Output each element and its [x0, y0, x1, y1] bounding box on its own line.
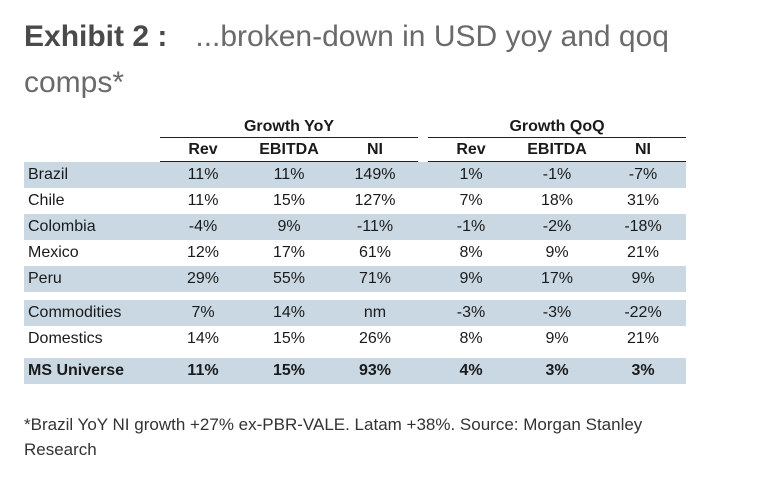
table-cell: -1% — [542, 166, 572, 183]
table-cell: 14% — [272, 304, 306, 321]
table-cell: 9% — [545, 244, 569, 261]
table-cell: -4% — [188, 218, 218, 235]
table-cell: 11% — [273, 166, 305, 183]
row-label: MS Universe — [28, 362, 125, 379]
row-label: Peru — [28, 270, 62, 287]
table-cell: -22% — [624, 304, 662, 321]
table-cell: 4% — [459, 362, 483, 379]
table-cell: 9% — [459, 270, 483, 287]
row-label: Commodities — [28, 304, 122, 321]
table-cell: 55% — [272, 270, 306, 287]
table-cell: nm — [363, 304, 387, 321]
row-label: Colombia — [28, 218, 96, 235]
table-cell: 11% — [187, 166, 219, 183]
row-label: Brazil — [28, 166, 69, 183]
col-header-rev-qoq: Rev — [456, 141, 486, 158]
col-header-ebitda-qoq: EBITDA — [527, 141, 587, 158]
table-cell: -3% — [456, 304, 486, 321]
row-label: Mexico — [28, 244, 79, 261]
exhibit-title: Exhibit 2 : ...broken-down in USD yoy and… — [24, 14, 744, 106]
exhibit-label: Exhibit 2 : — [24, 20, 168, 53]
table-cell: -18% — [624, 218, 662, 235]
table-cell: 21% — [626, 330, 660, 347]
table-cell: 8% — [459, 330, 483, 347]
table-cell: 71% — [358, 270, 392, 287]
col-header-ni-yoy: NI — [367, 141, 383, 158]
table-cell: 8% — [459, 244, 483, 261]
table-cell: 17% — [272, 244, 306, 261]
table-cell: 93% — [358, 362, 392, 379]
table-cell: 9% — [545, 330, 569, 347]
table-cell: 21% — [626, 244, 660, 261]
table-cell: 9% — [277, 218, 301, 235]
table-cell: -1% — [456, 218, 486, 235]
table-cell: 31% — [626, 192, 660, 209]
group-header-row: Growth YoY Growth QoQ — [24, 117, 686, 139]
footnote: *Brazil YoY NI growth +27% ex-PBR-VALE. … — [24, 415, 643, 459]
table-cell: 149% — [354, 166, 396, 183]
table-cell: -2% — [542, 218, 572, 235]
table-cell: 1% — [459, 166, 483, 183]
table-cell: 7% — [191, 304, 215, 321]
table-cell: 9% — [631, 270, 655, 287]
table-cell: 3% — [545, 362, 569, 379]
col-header-ebitda-yoy: EBITDA — [259, 141, 319, 158]
col-header-rev-yoy: Rev — [188, 141, 218, 158]
growth-table: Growth YoY Growth QoQ Rev EBITDA NI Rev … — [24, 117, 686, 384]
table-cell: 17% — [540, 270, 574, 287]
table-row: Commodities 7% 14% nm -3% -3% -22% — [24, 300, 686, 326]
table-row: Chile 11% 15% 127% 7% 18% 31% — [24, 188, 686, 214]
table-cell: 11% — [187, 362, 219, 379]
table-row: Brazil 11% 11% 149% 1% -1% -7% — [24, 162, 686, 188]
table-row-total: MS Universe 11% 15% 93% 4% 3% 3% — [24, 358, 686, 384]
table-cell: 15% — [272, 330, 306, 347]
exhibit-subtitle: ...broken-down in USD yoy and qoq comps* — [24, 20, 669, 99]
column-header-yoy: Rev EBITDA NI — [160, 139, 418, 162]
table-row: Domestics 14% 15% 26% 8% 9% 21% — [24, 326, 686, 352]
table-cell: 26% — [358, 330, 392, 347]
table-cell: 15% — [272, 362, 306, 379]
table-cell: 7% — [459, 192, 483, 209]
table-row: Mexico 12% 17% 61% 8% 9% 21% — [24, 240, 686, 266]
table-cell: -7% — [628, 166, 658, 183]
table-cell: 15% — [272, 192, 306, 209]
group-header-qoq: Growth QoQ — [428, 117, 686, 138]
table-cell: -11% — [356, 218, 394, 235]
table-row: Colombia -4% 9% -11% -1% -2% -18% — [24, 214, 686, 240]
table-cell: 127% — [354, 192, 396, 209]
table-cell: 14% — [186, 330, 220, 347]
table-cell: 29% — [186, 270, 220, 287]
row-label: Domestics — [28, 330, 103, 347]
table-cell: 3% — [631, 362, 655, 379]
table-cell: 12% — [186, 244, 220, 261]
column-header-qoq: Rev EBITDA NI — [428, 139, 686, 162]
table-cell: 11% — [187, 192, 219, 209]
table-cell: 18% — [540, 192, 574, 209]
col-header-ni-qoq: NI — [635, 141, 651, 158]
row-label: Chile — [28, 192, 65, 209]
table-cell: 61% — [358, 244, 392, 261]
group-header-yoy: Growth YoY — [160, 117, 418, 138]
table-cell: -3% — [542, 304, 572, 321]
table-row: Peru 29% 55% 71% 9% 17% 9% — [24, 266, 686, 292]
